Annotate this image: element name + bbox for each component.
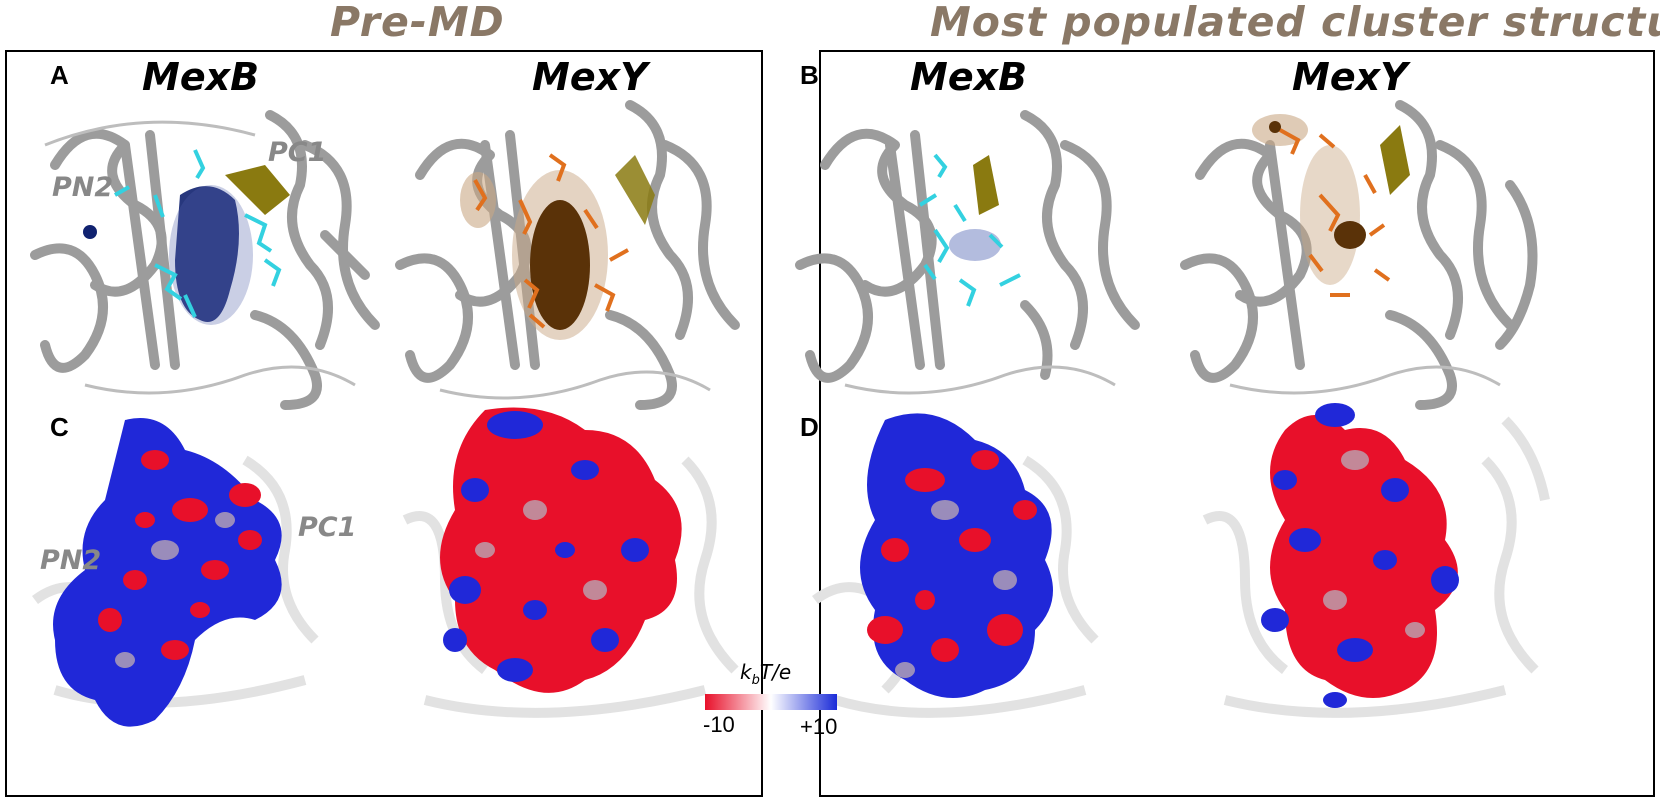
colorbar-unit: kbT/e [740, 660, 792, 688]
panel-d-mexy-surface [1202, 403, 1550, 718]
panel-label-b: B [800, 60, 819, 90]
panel-d-mexb-surface [812, 413, 1099, 718]
pre-md-title: Pre-MD [330, 0, 505, 46]
cluster-structure-title: Most populated cluster structure [930, 0, 1660, 46]
panel-c-mexb-surface [32, 418, 319, 727]
colorbar-min-label: -10 [703, 712, 735, 737]
panel-b-mexy-structure [1180, 100, 1538, 410]
panel-label-a: A [50, 60, 69, 90]
panel-a-mexb-structure [30, 110, 380, 410]
colorbar [705, 694, 837, 710]
protein-label-mexy-a: MexY [532, 55, 648, 99]
panel-label-d: D [800, 412, 819, 442]
protein-label-mexb-b: MexB [910, 55, 1028, 99]
panel-c-mexy-surface [402, 407, 739, 718]
site-label-pn2-a: PN2 [52, 172, 114, 203]
site-label-pc1-a: PC1 [268, 137, 327, 168]
protein-label-mexb-a: MexB [142, 55, 260, 99]
panel-a-mexy-structure [395, 100, 740, 410]
panel-label-c: C [50, 412, 69, 442]
protein-label-mexy-b: MexY [1292, 55, 1408, 99]
panel-b-mexb-structure [795, 110, 1140, 395]
site-label-pn2-c: PN2 [40, 545, 102, 576]
site-label-pc1-c: PC1 [298, 512, 357, 543]
colorbar-max-label: +10 [800, 714, 838, 739]
